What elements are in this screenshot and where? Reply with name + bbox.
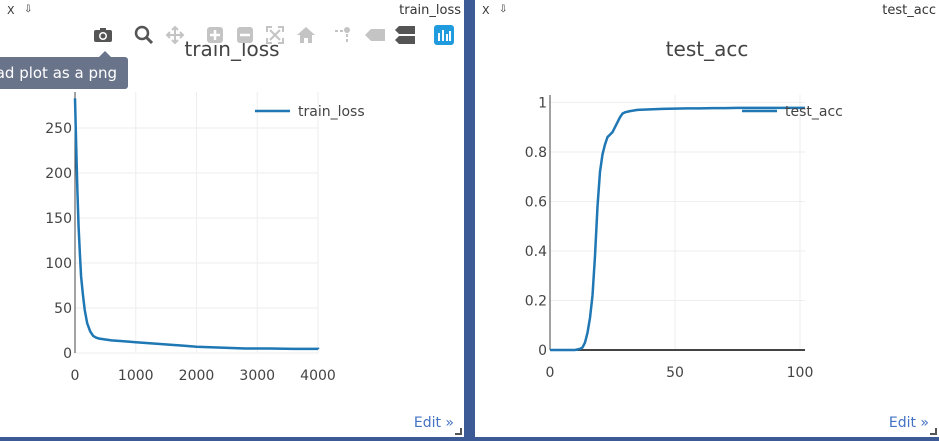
zoom-out-icon[interactable] xyxy=(234,24,256,46)
train-loss-chart[interactable]: 0 1000 2000 3000 4000 0 50 100 150 200 250 train_lo… xyxy=(0,0,464,437)
x-tick-label: 100 xyxy=(787,365,814,381)
hover-closest-icon[interactable] xyxy=(364,24,386,46)
y-tick-label: 0.8 xyxy=(525,145,547,161)
plot-pane-train-loss: X ⇩ train_loss 0 1000 2000 3000 4000 0 50 100 15… xyxy=(0,0,464,437)
plot-title: test_acc xyxy=(666,37,749,61)
x-tick-label: 0 xyxy=(546,365,555,381)
y-tick-label: 0.6 xyxy=(525,194,547,210)
tooltip-text: Download plot as a png xyxy=(0,64,117,82)
y-tick-label: 0.2 xyxy=(525,293,547,309)
y-tick-label: 0 xyxy=(538,343,547,359)
pan-icon[interactable] xyxy=(164,24,186,46)
legend-entry[interactable]: test_acc xyxy=(785,104,843,120)
download-tooltip: Download plot as a png xyxy=(0,57,128,89)
y-tick-label: 200 xyxy=(45,166,72,182)
y-tick-label: 0 xyxy=(63,346,72,362)
pane-header: X ⇩ train_loss xyxy=(0,0,464,22)
pane-divider[interactable] xyxy=(464,0,475,441)
edit-link[interactable]: Edit » xyxy=(888,415,929,431)
hover-compare-icon[interactable] xyxy=(394,24,416,46)
series-line xyxy=(550,106,805,352)
y-tick-label: 250 xyxy=(45,121,72,137)
spike-lines-icon[interactable] xyxy=(333,24,355,46)
autoscale-icon[interactable] xyxy=(264,24,286,46)
resize-handle[interactable] xyxy=(455,428,462,435)
series-line xyxy=(73,98,320,351)
plotly-logo-icon[interactable] xyxy=(433,24,455,46)
x-tick-label: 2000 xyxy=(179,368,215,384)
close-icon[interactable]: X xyxy=(482,4,490,17)
x-tick-label: 4000 xyxy=(300,368,336,384)
zoom-in-icon[interactable] xyxy=(204,24,226,46)
y-tick-label: 50 xyxy=(54,301,72,317)
y-tick-label: 0.4 xyxy=(525,244,547,260)
plot-pane-test-acc: X ⇩ test_acc 0 50 100 0 0.2 0.4 0.6 0.8 1 test_ac… xyxy=(475,0,939,437)
pin-icon[interactable]: ⇩ xyxy=(499,4,508,15)
test-acc-chart[interactable]: 0 50 100 0 0.2 0.4 0.6 0.8 1 test_acc test_acc xyxy=(475,0,939,437)
edit-link[interactable]: Edit » xyxy=(413,415,454,431)
x-tick-label: 50 xyxy=(666,365,684,381)
pane-window-title: test_acc xyxy=(882,3,936,18)
zoom-icon[interactable] xyxy=(133,24,155,46)
camera-icon[interactable] xyxy=(92,24,114,46)
plot-title: train_loss xyxy=(184,37,279,61)
pin-icon[interactable]: ⇩ xyxy=(24,4,33,15)
tooltip-arrow xyxy=(99,51,111,57)
y-tick-label: 150 xyxy=(45,211,72,227)
plot-area: 0 50 100 0 0.2 0.4 0.6 0.8 1 xyxy=(525,95,814,381)
close-icon[interactable]: X xyxy=(7,4,15,17)
x-tick-label: 0 xyxy=(71,368,80,384)
legend-entry[interactable]: train_loss xyxy=(298,104,365,120)
x-tick-label: 3000 xyxy=(239,368,275,384)
plot-area: 0 1000 2000 3000 4000 0 50 100 150 200 250 xyxy=(45,92,336,384)
y-tick-label: 1 xyxy=(538,95,547,111)
reset-axes-icon[interactable] xyxy=(295,24,317,46)
pane-window-title: train_loss xyxy=(399,3,461,18)
y-tick-label: 100 xyxy=(45,256,72,272)
resize-handle[interactable] xyxy=(930,428,937,435)
pane-header: X ⇩ test_acc xyxy=(475,0,939,22)
x-tick-label: 1000 xyxy=(118,368,154,384)
